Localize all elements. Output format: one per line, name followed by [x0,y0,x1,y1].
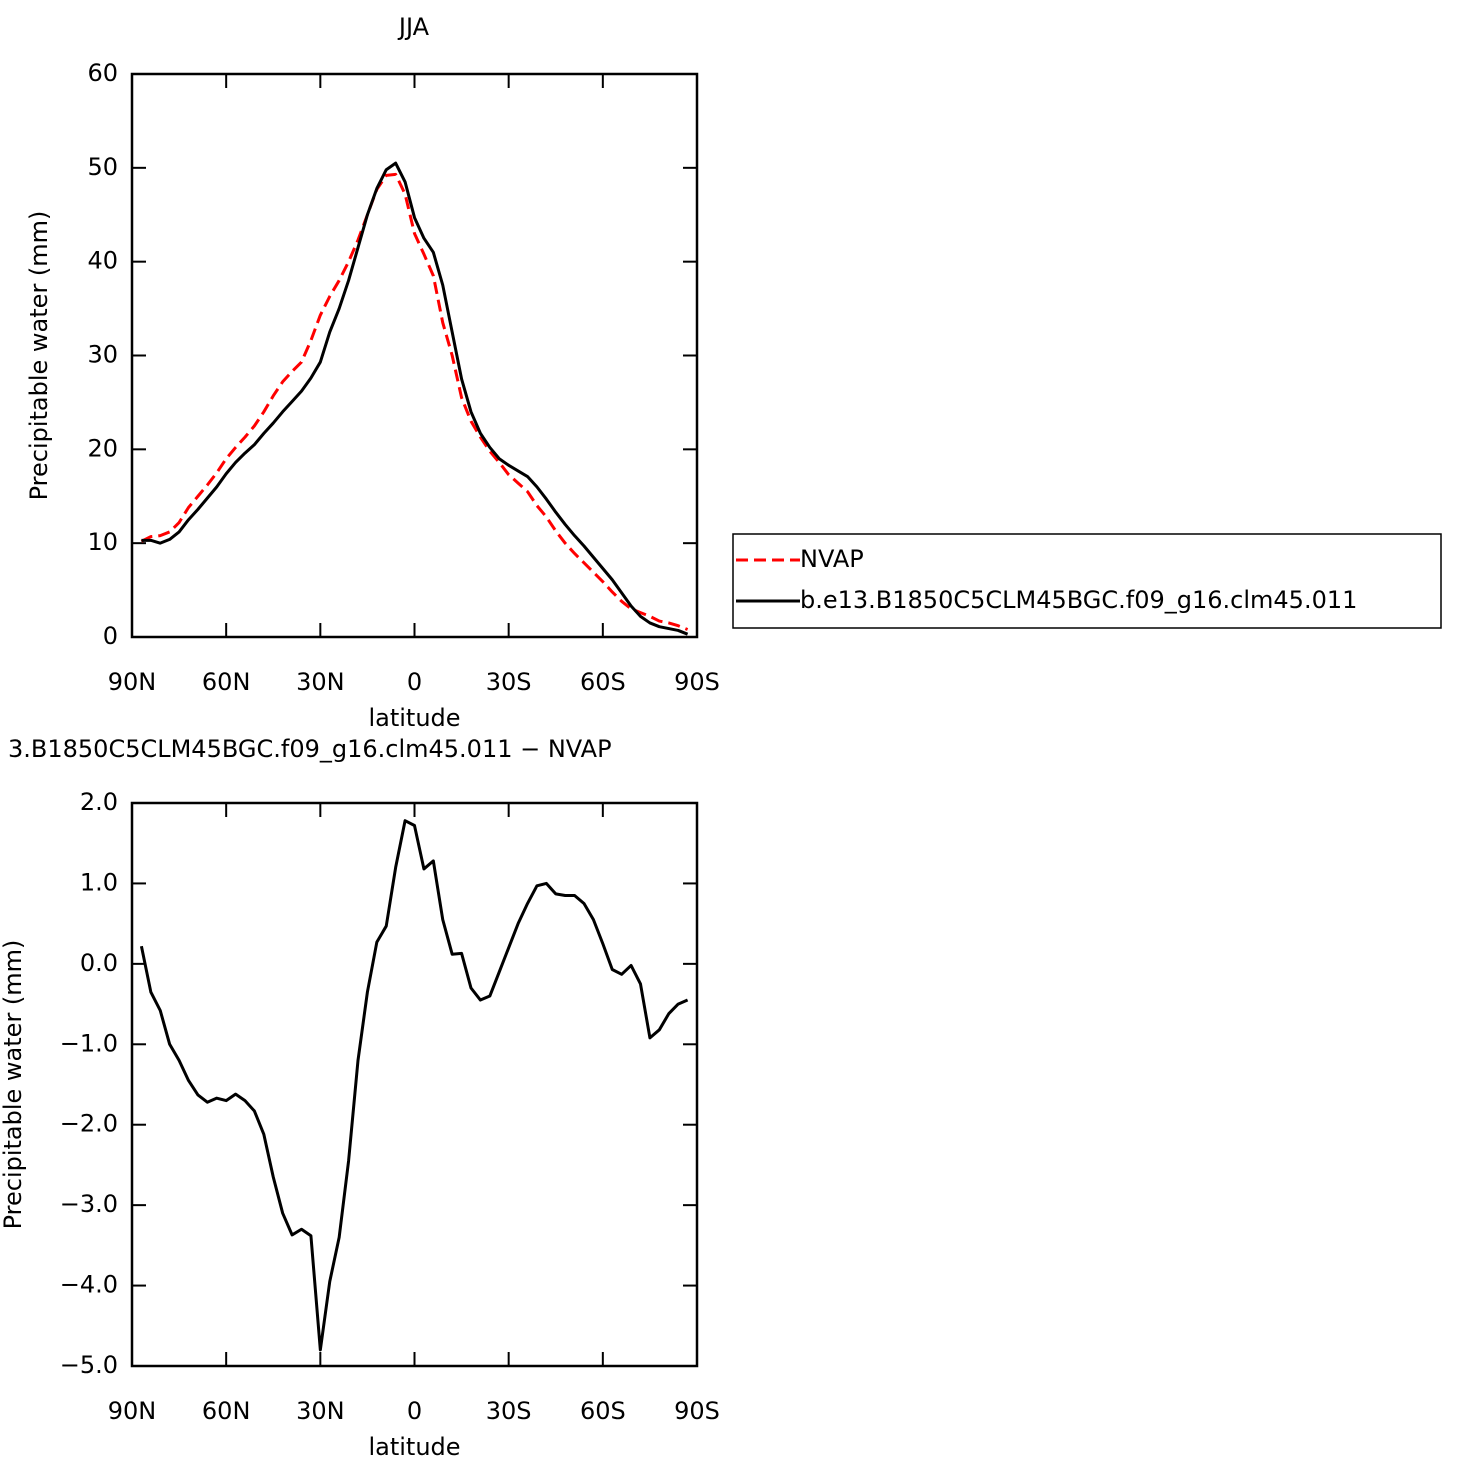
x-tick-label: 30N [296,668,345,696]
x-tick-label: 30S [486,668,532,696]
y-tick-label: 60 [87,59,118,87]
y-tick-label: −2.0 [60,1110,118,1138]
x-tick-label: 90S [674,1397,720,1425]
x-tick-label: 60S [580,668,626,696]
x-tick-label: 60N [202,668,251,696]
x-axis-label: latitude [368,704,460,732]
data-line [141,161,689,636]
x-tick-label: 90N [108,1397,157,1425]
y-tick-label: −5.0 [60,1351,118,1379]
y-tick-label: −1.0 [60,1029,118,1057]
y-tick-label: 30 [87,341,118,369]
legend-label: NVAP [800,545,864,573]
x-tick-label: 90N [108,668,157,696]
y-tick-label: −4.0 [60,1271,118,1299]
legend-box [732,533,1442,629]
legend-label: b.e13.B1850C5CLM45BGC.f09_g16.clm45.011 [800,586,1357,614]
y-tick-label: 0.0 [80,949,118,977]
data-line [140,172,689,631]
data-line [139,819,689,1352]
y-tick-label: 10 [87,528,118,556]
chart-title: 3.B1850C5CLM45BGC.f09_g16.clm45.011 − NV… [8,735,612,763]
y-axis-label: Precipitable water (mm) [25,211,53,501]
y-axis-label: Precipitable water (mm) [0,940,27,1230]
y-tick-label: 0 [103,622,118,650]
x-tick-label: 30N [296,1397,345,1425]
y-tick-label: 20 [87,434,118,462]
x-tick-label: 30S [486,1397,532,1425]
plot-frame [130,801,699,1368]
x-tick-label: 60N [202,1397,251,1425]
x-tick-label: 60S [580,1397,626,1425]
plot-frame [130,72,699,639]
y-tick-label: 50 [87,153,118,181]
y-tick-label: 2.0 [80,788,118,816]
x-tick-label: 0 [407,1397,422,1425]
x-tick-label: 90S [674,668,720,696]
y-tick-label: 1.0 [80,868,118,896]
y-tick-label: 40 [87,247,118,275]
y-tick-label: −3.0 [60,1190,118,1218]
x-axis-label: latitude [368,1433,460,1461]
x-tick-label: 0 [407,668,422,696]
chart-title: JJA [397,13,430,41]
